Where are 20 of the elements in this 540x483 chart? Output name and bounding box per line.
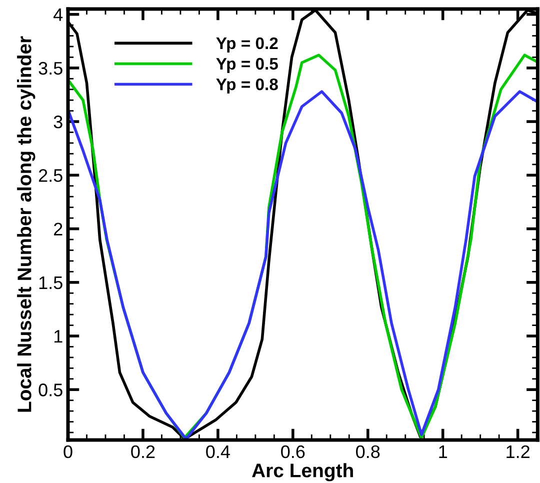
x-tick-label: 0.4: [206, 445, 230, 458]
legend-label: Yp = 0.5: [216, 58, 278, 74]
y-tick-label: 1: [54, 330, 62, 343]
legend-label: Yp = 0.2: [216, 37, 278, 52]
y-tick-label: 4: [54, 8, 63, 21]
y-tick-label: 2: [54, 222, 62, 236]
y-tick-label: 3: [54, 116, 62, 128]
x-tick-label: 0.8: [356, 445, 380, 458]
y-tick-label: 0.5: [38, 384, 62, 396]
y-tick-label: 3.5: [38, 62, 62, 75]
x-tick-label: 1: [439, 446, 447, 458]
x-tick-label: 0: [64, 445, 72, 458]
y-tick-label: 2.5: [38, 169, 62, 182]
x-tick-label: 0.6: [281, 445, 305, 458]
y-axis-title: Local Nusselt Number along the cylinder: [17, 36, 36, 412]
x-axis-title: Arc Length: [252, 463, 353, 482]
y-tick-label: 1.5: [39, 276, 62, 290]
x-tick-label: 0.2: [131, 445, 155, 458]
x-tick-label: 1.2: [506, 445, 530, 458]
legend-label: Yp = 0.8: [216, 78, 278, 94]
